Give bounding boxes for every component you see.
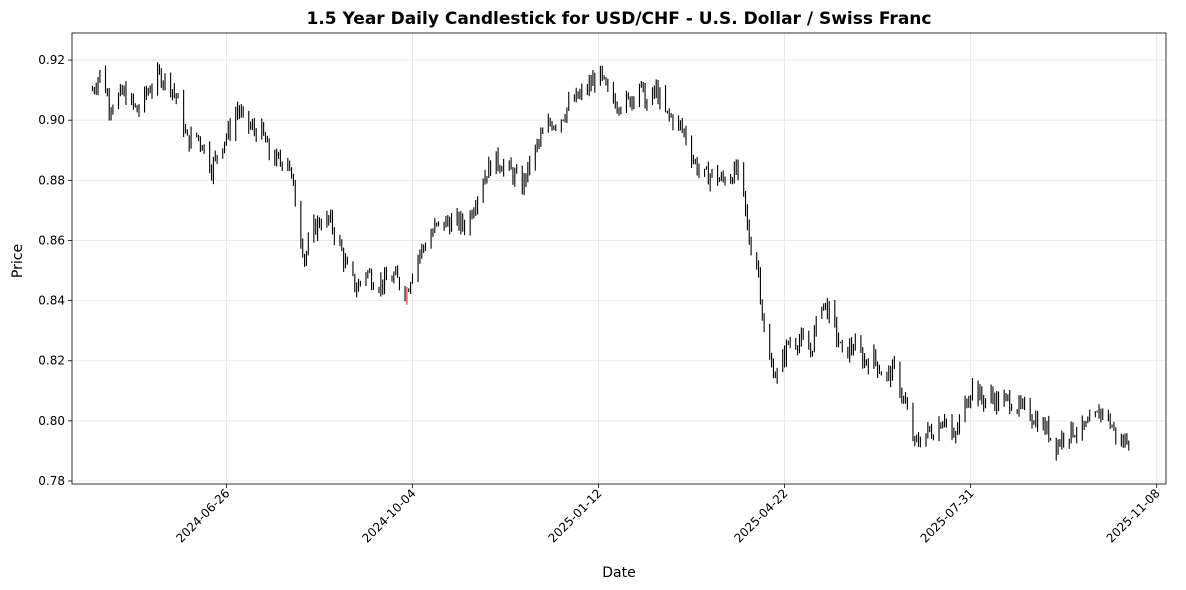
x-tick-label: 2025-04-22 xyxy=(731,486,790,545)
y-tick-label: 0.92 xyxy=(38,53,65,67)
plot-frame xyxy=(71,32,1167,485)
y-tick-label: 0.84 xyxy=(38,294,65,308)
axes: 0.78 0.80 0.82 0.84 0.86 0.88 0.90 0.92 2024-06-… xyxy=(38,53,1163,545)
x-tick-label: 2025-07-31 xyxy=(918,486,977,545)
x-tick-label: 2025-01-12 xyxy=(545,486,604,545)
x-axis-label: Date xyxy=(602,565,635,581)
x-tick-label: 2024-10-04 xyxy=(359,486,418,545)
y-axis-label: Price xyxy=(10,244,26,278)
chart-title: 1.5 Year Daily Candlestick for USD/CHF -… xyxy=(307,9,932,29)
y-tick-label: 0.80 xyxy=(38,414,65,428)
y-tick-label: 0.86 xyxy=(38,233,65,247)
y-tick-label: 0.82 xyxy=(38,354,65,368)
candles xyxy=(91,62,1130,461)
y-tick-label: 0.88 xyxy=(38,173,65,187)
y-tick-label: 0.78 xyxy=(38,474,65,488)
grid xyxy=(72,33,1166,484)
y-tick-label: 0.90 xyxy=(38,113,65,127)
x-tick-label: 2025-11-08 xyxy=(1104,486,1163,545)
x-tick-label: 2024-06-26 xyxy=(173,486,232,545)
